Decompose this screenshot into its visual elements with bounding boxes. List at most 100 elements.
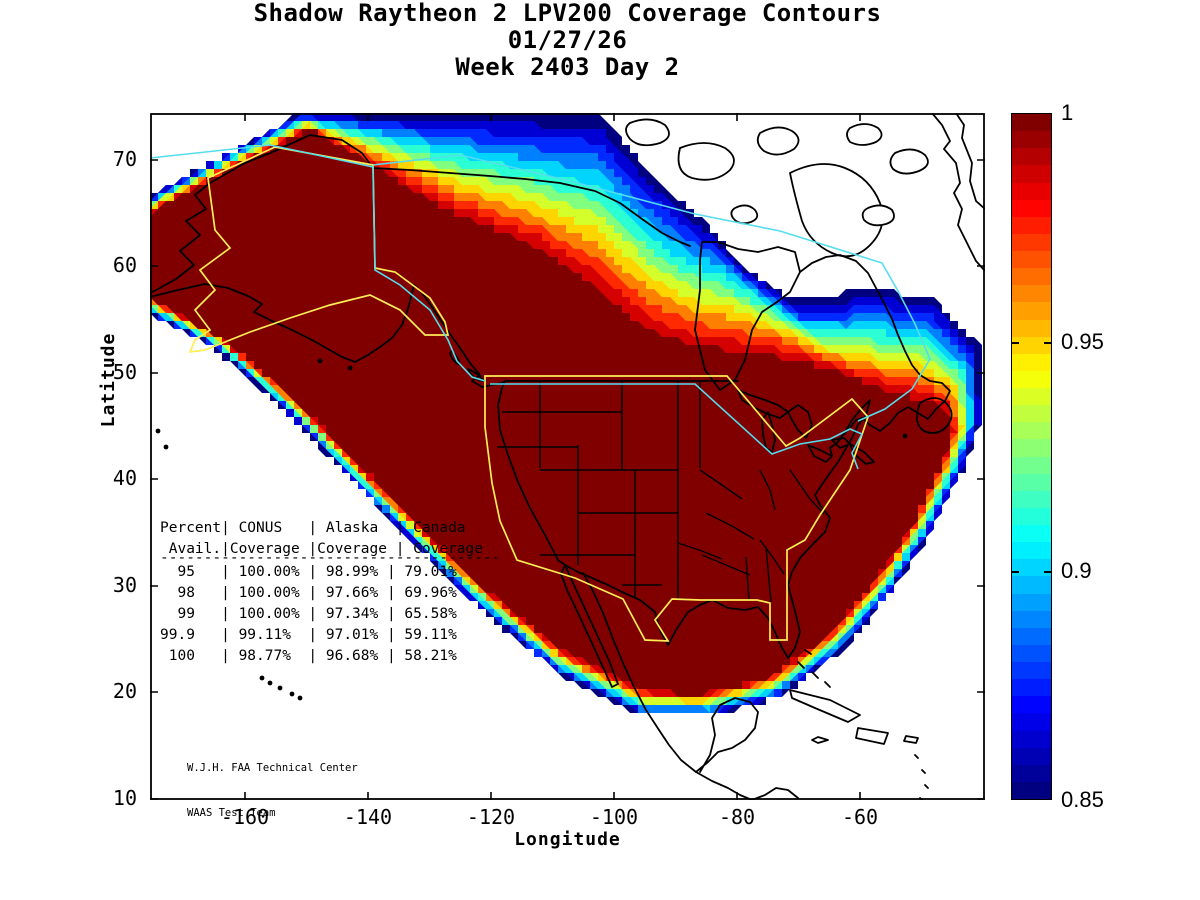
colorbar-step [1012,182,1051,200]
arctic-island-coastline [756,126,800,156]
colorbar-step [1012,730,1051,748]
colorbar-step [1012,388,1051,406]
conus-service-boundary [484,375,869,642]
colorbar-tick-095-right [1044,341,1051,344]
colorbar-step [1012,559,1051,577]
x-axis-label: Longitude [514,829,621,850]
colorbar-step [1012,525,1051,543]
greenland-coastline [931,113,985,272]
y-tick-label: 20 [112,679,137,703]
table-header-2: Avail.|Coverage |Coverage | Coverage [160,541,484,557]
small-island-dot [317,358,323,364]
colorbar-tick-090-left [1012,570,1019,573]
small-island-dot [347,365,353,371]
small-island-dot [155,428,161,434]
coastline [807,444,833,463]
coastline [849,443,875,465]
coverage-contour-map [150,113,985,800]
colorbar-step [1012,644,1051,662]
small-island-dot [902,433,908,439]
coastline [915,397,953,434]
coastline [695,697,759,773]
colorbar [1011,113,1052,800]
coastline [789,689,861,723]
small-island-dot [289,691,295,697]
coastline [694,241,801,391]
colorbar-step [1012,422,1051,440]
coastline [751,787,799,800]
arctic-island-coastline [677,142,735,181]
colorbar-step [1012,439,1051,457]
colorbar-step [1012,747,1051,765]
title-line-3: Week 2403 Day 2 [455,53,680,81]
arctic-island-coastline [889,148,929,175]
colorbar-label: 0.9 [1061,558,1092,583]
credit-line-1: W.J.H. FAA Technical Center [187,762,358,774]
small-island-dot [267,680,273,686]
y-tick-label: 50 [112,360,137,384]
y-tick-label: 70 [112,147,137,171]
coastline [829,447,833,457]
x-tick-label: -80 [718,805,756,829]
title-line-2: 01/27/26 [507,26,628,54]
canada-service-boundary [490,383,864,470]
colorbar-step [1012,353,1051,371]
x-tick-label: -140 [343,805,393,829]
x-tick-label: -100 [589,805,639,829]
colorbar-step [1012,370,1051,388]
colorbar-step [1012,216,1051,234]
colorbar-step [1012,679,1051,697]
canada-service-boundary [372,154,931,422]
colorbar-step [1012,131,1051,149]
colorbar-step [1012,148,1051,166]
canada-service-boundary [150,144,486,382]
y-tick-label: 40 [112,466,137,490]
colorbar-step [1012,507,1051,525]
x-tick-label: -120 [466,805,516,829]
colorbar-step [1012,302,1051,320]
table-row: 99.9 | 99.11% | 97.01% | 59.11% [160,627,457,643]
colorbar-step [1012,114,1051,132]
arctic-island-coastline [788,163,884,258]
table-header-1: Percent| CONUS | Alaska | Canada [160,520,466,536]
colorbar-step [1012,165,1051,183]
colorbar-step [1012,627,1051,645]
colorbar-step [1012,662,1051,680]
coastline [811,736,829,744]
chart-title: Shadow Raytheon 2 LPV200 Coverage Contou… [150,0,985,81]
colorbar-step [1012,251,1051,269]
coastline [737,389,789,419]
colorbar-step [1012,233,1051,251]
table-row: 99 | 100.00% | 97.34% | 65.58% [160,606,457,622]
y-tick-label: 60 [112,253,137,277]
colorbar-gradient [1012,114,1051,799]
coastline [914,754,929,800]
colorbar-step [1012,285,1051,303]
state-boundaries [497,381,825,603]
coastline [150,182,211,294]
small-island-dot [259,675,265,681]
colorbar-step [1012,781,1051,799]
colorbar-step [1012,593,1051,611]
coastline [799,254,951,441]
arctic-island-coastline [730,204,759,225]
small-island-dot [163,444,169,450]
table-separator: --------------------------------------- [160,550,501,566]
colorbar-step [1012,610,1051,628]
x-tick-label: -60 [841,805,879,829]
colorbar-step [1012,576,1051,594]
contour-band [150,129,950,697]
map-plot-area [150,113,985,800]
colorbar-step [1012,713,1051,731]
coastline [582,572,753,800]
coastline [855,727,889,745]
credit-line-2: WAAS Test Team [187,807,276,819]
arctic-island-coastline [846,123,883,146]
alaska-service-boundary [188,146,450,354]
colorbar-step [1012,764,1051,782]
colorbar-tick-090-right [1044,570,1051,573]
colorbar-tick-095-left [1012,341,1019,344]
colorbar-step [1012,268,1051,286]
colorbar-step [1012,456,1051,474]
